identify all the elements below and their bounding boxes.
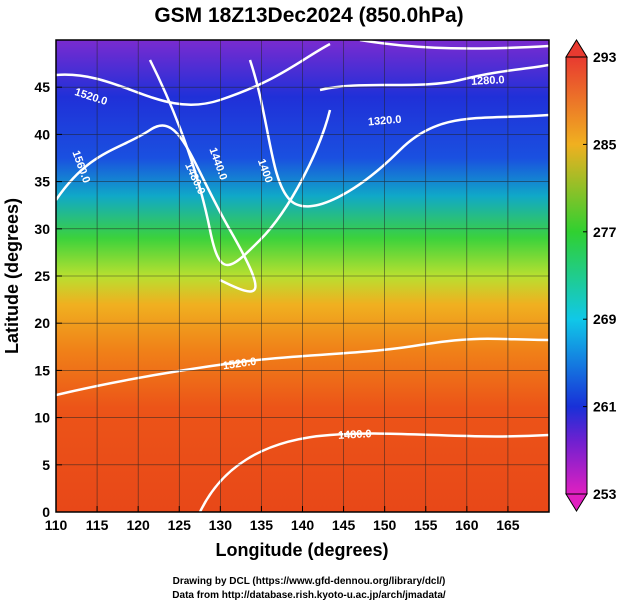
colorbar-top-extension	[565, 39, 588, 58]
y-tick-label: 5	[42, 457, 50, 473]
contour	[248, 59, 549, 208]
colorbar-tick-label: 293	[593, 49, 617, 65]
y-tick-label: 25	[34, 268, 50, 284]
x-tick-label: 125	[168, 517, 192, 533]
x-tick-label: 160	[455, 517, 479, 533]
contour	[319, 63, 549, 92]
y-tick-label: 20	[34, 315, 50, 331]
x-tick-label: 120	[126, 517, 150, 533]
y-tick-label: 45	[34, 79, 50, 95]
credit: Drawing by DCL (https://www.gfd-dennou.o…	[173, 576, 446, 587]
y-tick-label: 40	[34, 126, 50, 142]
x-tick-label: 115	[86, 517, 109, 533]
colorbar	[565, 56, 588, 495]
colorbar-tick-label: 285	[593, 136, 617, 152]
colorbar-tick-label: 277	[593, 224, 617, 240]
contour	[148, 59, 332, 267]
x-tick-label: 150	[373, 517, 397, 533]
contour-label: 1520.0	[222, 356, 257, 373]
x-tick-label: 165	[496, 517, 520, 533]
x-tick-label: 110	[45, 517, 68, 533]
contour	[56, 337, 549, 397]
contours	[56, 40, 549, 512]
x-tick-label: 130	[209, 517, 233, 533]
x-tick-label: 135	[250, 517, 274, 533]
colorbar-bottom-extension	[565, 493, 588, 512]
x-tick-label: 145	[332, 517, 356, 533]
x-tick-label: 140	[291, 517, 315, 533]
credit: Data from http://database.rish.kyoto-u.a…	[172, 590, 446, 601]
title: GSM 18Z13Dec2024 (850.0hPa)	[154, 4, 463, 27]
contour-label: 1480.0	[338, 428, 372, 442]
y-tick-label: 30	[34, 221, 50, 237]
y-tick-label: 10	[34, 410, 50, 426]
contour-label: 1280.0	[471, 74, 505, 88]
x-tick-label: 155	[414, 517, 438, 533]
grid	[56, 40, 549, 512]
contour	[359, 40, 549, 50]
contour-label: 1320.0	[367, 114, 402, 129]
colorbar-tick-label: 261	[593, 399, 617, 415]
colorbar-tick-label: 269	[593, 311, 617, 327]
contour	[56, 42, 331, 106]
y-tick-label: 35	[34, 174, 50, 190]
contour	[198, 432, 549, 512]
colorbar-tick-label: 253	[593, 486, 617, 502]
y-axis-label: Latitude (degrees)	[2, 198, 22, 354]
y-tick-label: 15	[34, 362, 50, 378]
y-tick-label: 0	[42, 504, 50, 520]
x-axis-label: Longitude (degrees)	[215, 540, 388, 560]
